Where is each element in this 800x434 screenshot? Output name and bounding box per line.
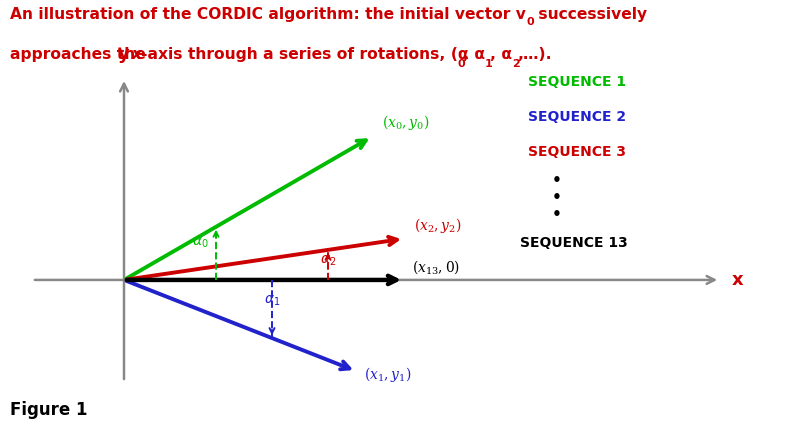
Text: •: • [552,207,562,222]
Text: approaches the: approaches the [10,47,150,62]
Text: SEQUENCE 13: SEQUENCE 13 [520,236,628,250]
Text: x: x [131,47,142,62]
Text: 1: 1 [485,59,493,69]
Text: $\alpha_2$: $\alpha_2$ [320,253,336,268]
Text: $\alpha_1$: $\alpha_1$ [264,293,280,308]
Text: ,…).: ,…). [518,47,552,62]
Text: , α: , α [463,47,485,62]
Text: •: • [552,173,562,187]
Text: -axis through a series of rotations, (α: -axis through a series of rotations, (α [141,47,468,62]
Text: y: y [118,45,130,63]
Text: An illustration of the CORDIC algorithm: the initial vector v: An illustration of the CORDIC algorithm:… [10,7,526,22]
Text: SEQUENCE 1: SEQUENCE 1 [528,76,626,89]
Text: Figure 1: Figure 1 [10,401,87,419]
Text: successively: successively [533,7,647,22]
Text: 0: 0 [458,59,466,69]
Text: $\alpha_0$: $\alpha_0$ [192,236,209,250]
Text: , α: , α [490,47,512,62]
Text: 0: 0 [526,17,534,27]
Text: x: x [732,271,744,289]
Text: SEQUENCE 3: SEQUENCE 3 [528,145,626,159]
Text: SEQUENCE 2: SEQUENCE 2 [528,110,626,124]
Text: $(x_0, y_0)$: $(x_0, y_0)$ [382,113,429,132]
Text: $(x_{13}, 0)$: $(x_{13}, 0)$ [412,258,460,276]
Text: $(x_2, y_2)$: $(x_2, y_2)$ [414,216,461,235]
Text: $(x_1, y_1)$: $(x_1, y_1)$ [364,365,411,384]
Text: 2: 2 [512,59,520,69]
Text: •: • [552,190,562,205]
